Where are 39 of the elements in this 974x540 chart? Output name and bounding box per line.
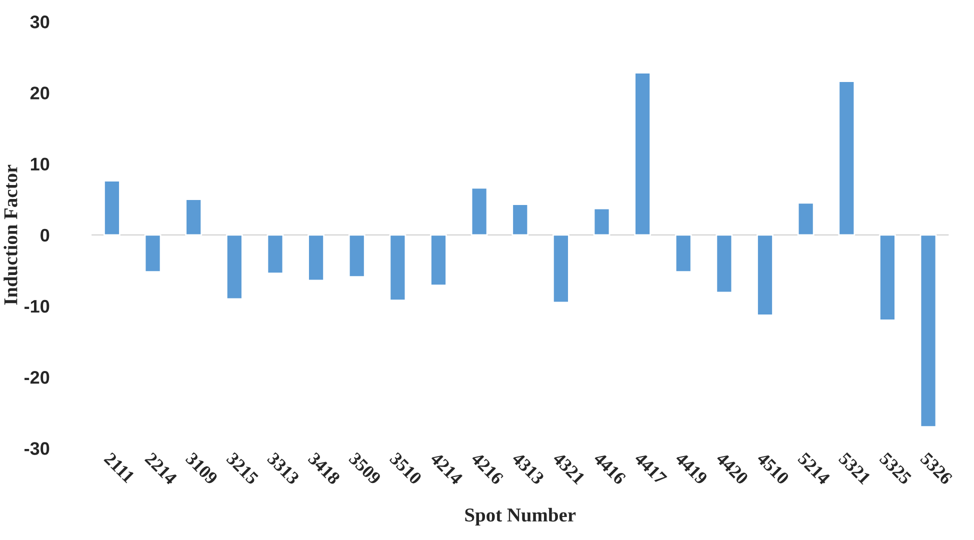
bar: [308, 234, 324, 282]
x-tick-label: 4216: [470, 452, 504, 486]
bar: [389, 234, 406, 302]
bar: [674, 234, 692, 273]
bar: [226, 234, 243, 300]
bar: [920, 234, 937, 428]
y-tick-label: -10: [24, 300, 50, 313]
y-tick-label: 20: [30, 86, 50, 100]
bar: [593, 208, 610, 236]
bar: [634, 72, 652, 236]
bar: [512, 204, 529, 236]
bar: [797, 202, 814, 236]
bar: [756, 234, 774, 316]
y-tick-label: -20: [24, 371, 50, 384]
y-axis-title: Induction Factor: [4, 164, 18, 305]
x-tick-label: 4417: [634, 452, 668, 486]
y-tick-label: 10: [30, 158, 50, 171]
bar: [348, 234, 366, 278]
bar: [266, 234, 284, 274]
x-tick-label: 4416: [592, 452, 627, 486]
bar: [552, 234, 570, 304]
x-tick-label: 4214: [430, 452, 464, 486]
bar: [838, 80, 856, 236]
y-tick-label: 30: [30, 16, 50, 28]
bar: [716, 234, 733, 294]
bar: [185, 198, 202, 236]
y-tick-label: -30: [24, 442, 50, 455]
bar: [104, 180, 120, 236]
bar: [430, 234, 447, 286]
y-tick-label: 0: [40, 228, 50, 242]
bar: [879, 234, 896, 321]
x-tick-label: 4321: [552, 452, 586, 485]
x-axis-title: Spot Number: [465, 508, 576, 526]
bar: [144, 234, 162, 273]
x-tick-label: 4313: [511, 452, 545, 486]
bar: [470, 187, 488, 236]
x-tick-label: 4510: [756, 452, 790, 486]
x-tick-label: 4419: [674, 452, 708, 486]
x-tick-label: 4420: [715, 452, 749, 486]
